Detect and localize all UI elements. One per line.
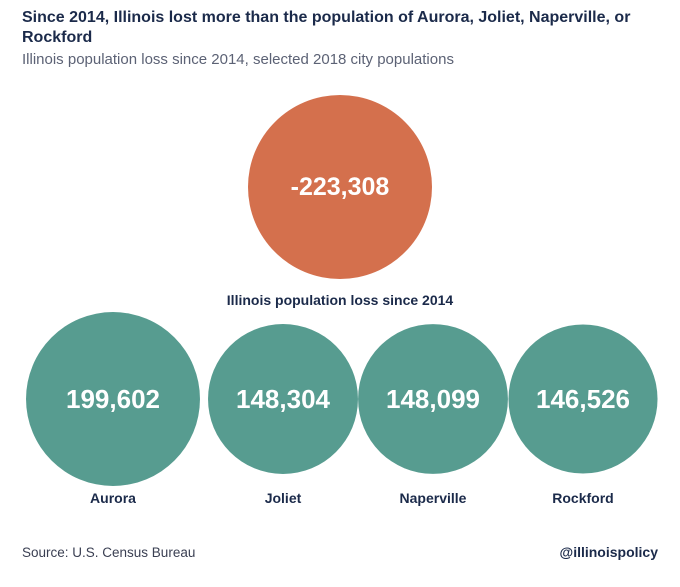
source-note: Source: U.S. Census Bureau [22, 545, 196, 560]
bubble-value-joliet: 148,304 [236, 384, 331, 414]
bubble-value-rockford: 146,526 [536, 384, 630, 414]
bubble-value-illinois-population-loss-since-2014: -223,308 [291, 173, 390, 201]
bubble-label-naperville: Naperville [400, 490, 467, 506]
bubble-joliet [208, 324, 358, 474]
bubble-value-naperville: 148,099 [386, 384, 480, 414]
bubble-label-rockford: Rockford [552, 490, 613, 506]
bubble-value-aurora: 199,602 [66, 384, 160, 414]
bubble-rockford [508, 324, 658, 474]
social-handle: @illinoispolicy [559, 544, 658, 560]
bubble-label-joliet: Joliet [265, 490, 302, 506]
bubble-aurora [26, 312, 200, 486]
bubble-label-aurora: Aurora [90, 490, 136, 506]
bubble-naperville [358, 324, 508, 474]
bubble-illinois-population-loss-since-2014 [248, 95, 432, 279]
chart-title: Since 2014, Illinois lost more than the … [22, 9, 631, 46]
chart-subtitle: Illinois population loss since 2014, sel… [22, 51, 454, 68]
bubble-label-illinois-population-loss-since-2014: Illinois population loss since 2014 [227, 292, 454, 308]
